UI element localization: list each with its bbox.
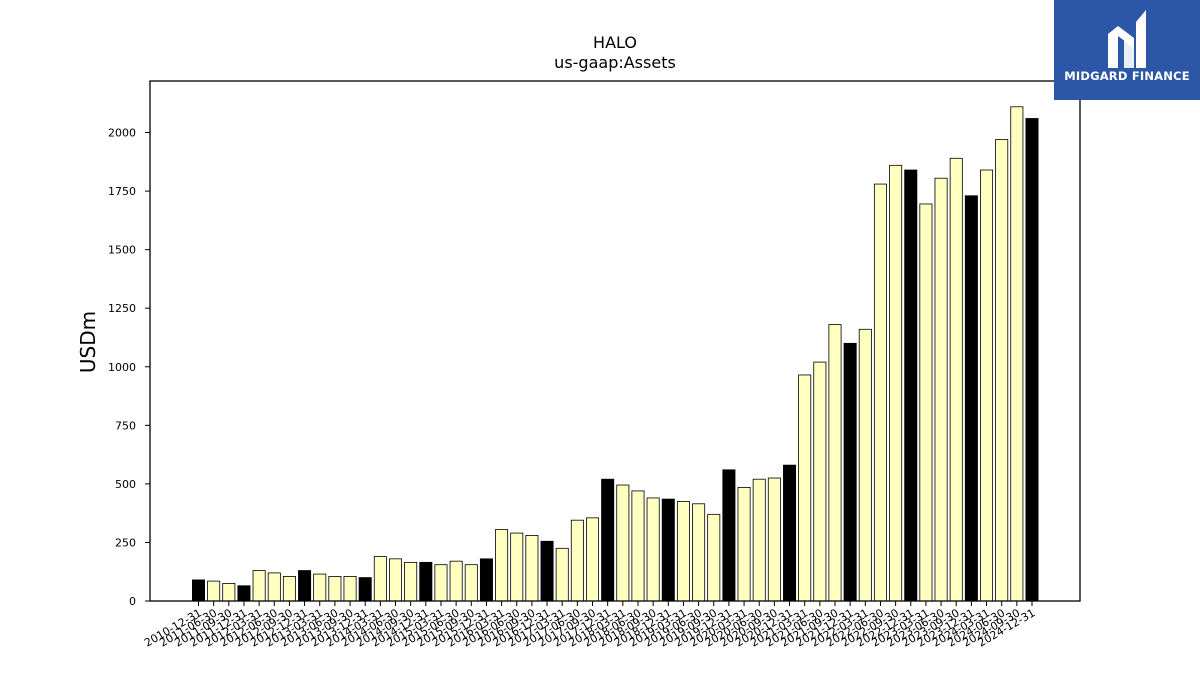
bar-2014-06-30 (389, 558, 403, 602)
bar-2024-03-31 (980, 169, 994, 602)
bar-2020-03-31 (737, 486, 751, 602)
y-tick-label-1500: 1500 (108, 244, 136, 257)
y-tick-label-1750: 1750 (108, 185, 136, 198)
bar-2011-09-30 (222, 583, 236, 602)
y-tick-label-750: 750 (115, 419, 136, 432)
bar-2019-03-31 (676, 501, 690, 602)
bar-2014-09-30 (404, 561, 418, 602)
bar-2022-09-30 (889, 164, 903, 602)
y-tick-label-2000: 2000 (108, 127, 136, 140)
y-axis-ticks: 0 250 500 750 1000 1250 1500 1750 2000 (108, 127, 150, 608)
x-axis-ticks: 2010-12-312011-06-302011-09-302011-12-31… (142, 601, 1038, 650)
bar-2020-12-31 (783, 464, 797, 602)
bar-2022-03-31 (858, 328, 872, 602)
brand-logo: MIDGARD FINANCE (1054, 0, 1200, 100)
bar-2017-09-30 (586, 517, 600, 602)
brand-name: MIDGARD FINANCE (1064, 69, 1190, 83)
y-tick-label-1250: 1250 (108, 302, 136, 315)
bar-2021-09-30 (828, 324, 842, 602)
bar-2019-06-30 (692, 503, 706, 602)
bar-2010-12-31 (191, 579, 205, 602)
chart-subtitle: us-gaap:Assets (554, 53, 676, 72)
bar-2017-12-31 (601, 478, 615, 602)
bar-2019-12-31 (722, 469, 736, 602)
bar-2016-03-31 (495, 529, 509, 602)
bar-2021-12-31 (843, 342, 857, 602)
y-tick-label-500: 500 (115, 478, 136, 491)
bar-2023-09-30 (949, 157, 963, 602)
bar-2017-06-30 (570, 519, 584, 602)
bar-2024-12-31 (1025, 118, 1039, 602)
bar-2012-03-31 (252, 570, 266, 602)
bar-2022-06-30 (873, 183, 887, 602)
bar-2024-09-30 (1010, 106, 1024, 602)
bar-2015-06-30 (449, 560, 463, 602)
bar-2013-09-30 (343, 576, 357, 602)
bar-2018-09-30 (646, 497, 660, 602)
y-tick-label-250: 250 (115, 536, 136, 549)
bar-2013-12-31 (358, 577, 372, 602)
bar-2023-03-31 (919, 203, 933, 602)
bar-2014-03-31 (373, 556, 387, 602)
bar-2020-06-30 (752, 478, 766, 602)
bar-2022-12-31 (904, 169, 918, 602)
bar-2017-03-31 (555, 547, 569, 602)
bar-2021-06-30 (813, 361, 827, 602)
bar-2014-12-31 (419, 561, 433, 602)
plot-frame (149, 80, 1081, 602)
bar-2018-03-31 (616, 484, 630, 602)
y-tick-label-0: 0 (129, 595, 136, 608)
bar-2012-09-30 (282, 576, 296, 602)
bar-2011-06-30 (207, 580, 221, 602)
bar-2013-03-31 (313, 573, 327, 602)
y-axis-label: USDm (76, 311, 100, 373)
bars-group (191, 106, 1039, 602)
bar-2024-06-30 (995, 139, 1009, 602)
bar-2016-06-30 (510, 532, 524, 602)
bar-2023-12-31 (964, 195, 978, 602)
bar-2018-06-30 (631, 490, 645, 602)
y-tick-label-1000: 1000 (108, 361, 136, 374)
bar-2019-09-30 (707, 513, 721, 602)
bar-2018-12-31 (661, 498, 675, 602)
bar-2023-06-30 (934, 177, 948, 602)
chart-title: HALO (593, 33, 637, 52)
bar-2013-06-30 (328, 576, 342, 602)
bar-2012-06-30 (267, 572, 281, 602)
midgard-logo-icon (1108, 10, 1146, 68)
bar-2015-12-31 (479, 558, 493, 602)
bar-2020-09-30 (767, 477, 781, 602)
bar-2016-12-31 (540, 540, 554, 602)
bar-2015-09-30 (464, 564, 478, 602)
bar-2015-03-31 (434, 564, 448, 602)
bar-2011-12-31 (237, 585, 251, 602)
bar-2021-03-31 (798, 374, 812, 602)
bar-2016-09-30 (525, 535, 539, 602)
bar-2012-12-31 (298, 570, 312, 602)
